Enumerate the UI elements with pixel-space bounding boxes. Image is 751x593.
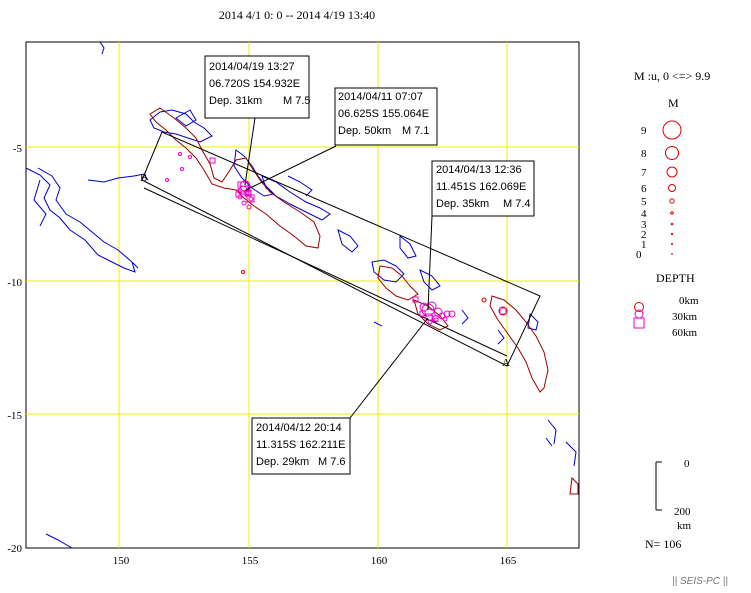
depth-legend-title: DEPTH [656, 271, 695, 285]
magnitude-level: 2 [641, 229, 647, 241]
magnitude-legend: M :u, 0 <=> 9.9 M 9 8 7 6 5 4 3 2 1 0 [634, 69, 710, 261]
annotation-box-4: 2014/04/12 20:14 11.315S 162.211E Dep. 2… [251, 417, 351, 475]
event-markers [165, 152, 508, 325]
magnitude-level: 6 [641, 183, 647, 195]
magnitude-legend-header: M :u, 0 <=> 9.9 [634, 69, 710, 83]
scale-bar-unit: km [677, 520, 692, 532]
magnitude-symbol [670, 211, 674, 215]
magnitude-symbol [669, 198, 675, 204]
annotation-depth: Dep. 31km [209, 95, 262, 107]
latitude-tick-labels: -5 -10 -15 -20 [7, 143, 22, 555]
depth-level: 30km [672, 311, 698, 323]
magnitude-symbol [670, 232, 674, 236]
magnitude-level: 3 [641, 219, 647, 231]
lon-tick-label: 160 [371, 555, 388, 567]
depth-level: 60km [672, 327, 698, 339]
lon-tick-label: 165 [500, 555, 517, 567]
magnitude-symbol [662, 120, 682, 140]
magnitude-level: 0 [636, 249, 642, 261]
longitude-tick-labels: 150 155 160 165 [113, 555, 517, 567]
lon-tick-label: 150 [113, 555, 130, 567]
depth-symbol-shallow [634, 302, 644, 312]
annotation-location: 06.625S 155.064E [338, 108, 429, 120]
depth-symbol-deep [633, 317, 645, 329]
annotation-magnitude: M 7.1 [402, 125, 430, 137]
annotation-box-3: 2014/04/13 12:36 11.451S 162.069E Dep. 3… [431, 160, 535, 217]
lon-tick-label: 155 [242, 555, 259, 567]
magnitude-symbol [670, 222, 674, 226]
event-count: N= 106 [645, 537, 681, 551]
depth-legend: DEPTH 0km 30km 60km [633, 271, 699, 339]
magnitude-level: 9 [641, 125, 647, 137]
annotation-date: 2014/04/13 12:36 [436, 164, 522, 176]
annotation-location: 11.451S 162.069E [436, 181, 526, 193]
annotation-magnitude: M 7.5 [283, 95, 311, 107]
annotation-depth: Dep. 50km [338, 125, 391, 137]
section-start-label: B [140, 172, 147, 184]
annotation-box-2: 2014/04/11 07:07 06.625S 155.064E Dep. 5… [334, 87, 438, 146]
annotation-magnitude: M 7.6 [318, 456, 346, 468]
depth-level: 0km [679, 295, 699, 307]
software-signature: || SEIS-PC || [672, 576, 728, 587]
map-title: 2014 4/1 0: 0 -- 2014 4/19 13:40 [219, 8, 375, 22]
scale-bar-top: 0 [684, 458, 690, 470]
annotation-box-1: 2014/04/19 13:27 06.720S 154.932E Dep. 3… [204, 55, 311, 119]
magnitude-symbol [665, 146, 679, 160]
magnitude-level: 4 [641, 208, 647, 220]
magnitude-symbol [671, 253, 673, 255]
annotation-depth: Dep. 29km [256, 456, 309, 468]
magnitude-symbol [666, 166, 678, 178]
magnitude-level: 8 [641, 148, 647, 160]
lat-tick-label: -20 [7, 543, 22, 555]
annotation-magnitude: M 7.4 [503, 198, 531, 210]
annotation-date: 2014/04/19 13:27 [209, 61, 295, 73]
annotation-leaders [244, 117, 433, 419]
scale-bar-bottom: 200 [674, 506, 691, 518]
magnitude-symbol [668, 184, 676, 192]
depth-scale-bar: 0 200 km [655, 458, 692, 532]
annotation-depth: Dep. 35km [436, 198, 489, 210]
graticule-grid [26, 42, 579, 548]
magnitude-legend-title: M [668, 96, 679, 110]
annotation-date: 2014/04/12 20:14 [256, 422, 342, 434]
annotation-location: 06.720S 154.932E [209, 78, 300, 90]
annotation-date: 2014/04/11 07:07 [338, 91, 423, 103]
section-end-label: A [502, 357, 510, 369]
magnitude-level: 7 [641, 167, 647, 179]
lat-tick-label: -5 [13, 143, 23, 155]
lat-tick-label: -10 [7, 277, 22, 289]
cross-section-box [141, 131, 541, 367]
lat-tick-label: -15 [7, 410, 22, 422]
magnitude-symbol [671, 243, 673, 245]
annotation-location: 11.315S 162.211E [256, 439, 346, 451]
magnitude-level: 1 [641, 239, 647, 251]
magnitude-level: 5 [641, 196, 647, 208]
